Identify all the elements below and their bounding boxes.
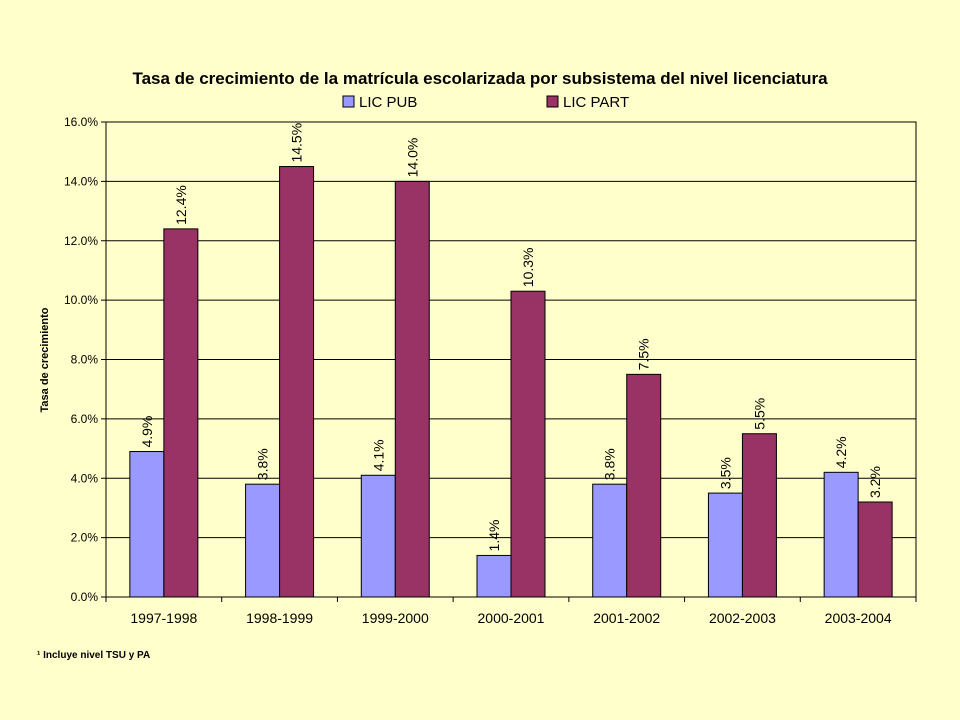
chart-title: Tasa de crecimiento de la matrícula esco… [132,69,828,88]
footnote: ¹ Incluye nivel TSU y PA [37,650,150,661]
data-label: 10.3% [520,248,536,288]
bar-lic-part [279,166,315,598]
bar-lic-pub [707,492,743,598]
x-tick-label: 1998-1999 [246,610,313,626]
data-label: 4.1% [370,439,386,471]
legend-label-lic-pub: LIC PUB [359,94,417,111]
y-tick-label: 6.0% [71,412,99,426]
bar-lic-pub [129,451,165,598]
legend-swatch-lic-pub [342,95,355,108]
y-tick-label: 16.0% [64,115,98,129]
y-tick-label: 2.0% [71,531,99,545]
y-axis-label: Tasa de crecimiento [39,307,51,412]
bar-lic-pub [592,483,628,598]
data-label: 14.5% [289,123,305,163]
data-label: 3.2% [867,466,883,498]
legend-swatch-lic-part [546,95,559,108]
y-tick-label: 10.0% [64,293,98,307]
data-label: 3.5% [717,457,733,489]
bar-lic-part [741,433,777,598]
bar-lic-part [510,290,546,598]
x-tick-label: 2001-2002 [593,610,660,626]
data-label: 3.8% [602,448,618,480]
data-label: 1.4% [486,520,502,552]
bar-lic-pub [360,474,396,598]
y-tick-label: 0.0% [71,590,99,604]
x-tick-label: 2003-2004 [825,610,892,626]
x-tick-label: 1999-2000 [362,610,429,626]
x-tick-label: 2000-2001 [478,610,545,626]
x-tick-label: 1997-1998 [130,610,197,626]
bar-lic-part [626,373,662,598]
y-tick-label: 12.0% [64,234,98,248]
data-label: 5.5% [751,398,767,430]
data-label: 7.5% [636,338,652,370]
bar-lic-pub [245,483,281,598]
data-label: 14.0% [404,138,420,178]
y-tick-label: 14.0% [64,174,98,188]
plot-area: 0.0% 2.0% 4.0% 6.0% 8.0% 10.0% 12.0% 14.0% 16.0%… [64,115,917,626]
y-tick-label: 8.0% [71,353,99,367]
bar-lic-part [394,180,430,598]
data-label: 12.4% [173,185,189,225]
data-label: 3.8% [255,448,271,480]
bar-lic-part [163,228,199,598]
y-tick-label: 4.0% [71,471,99,485]
bar-lic-pub [476,554,512,598]
plot-border [105,121,917,598]
bar-lic-pub [823,471,859,598]
data-label: 4.9% [139,416,155,448]
x-tick-label: 2002-2003 [709,610,776,626]
data-label: 4.2% [833,436,849,468]
bar-lic-part [857,501,893,598]
legend-label-lic-part: LIC PART [563,94,629,111]
legend: LIC PUB LIC PART [342,94,629,111]
